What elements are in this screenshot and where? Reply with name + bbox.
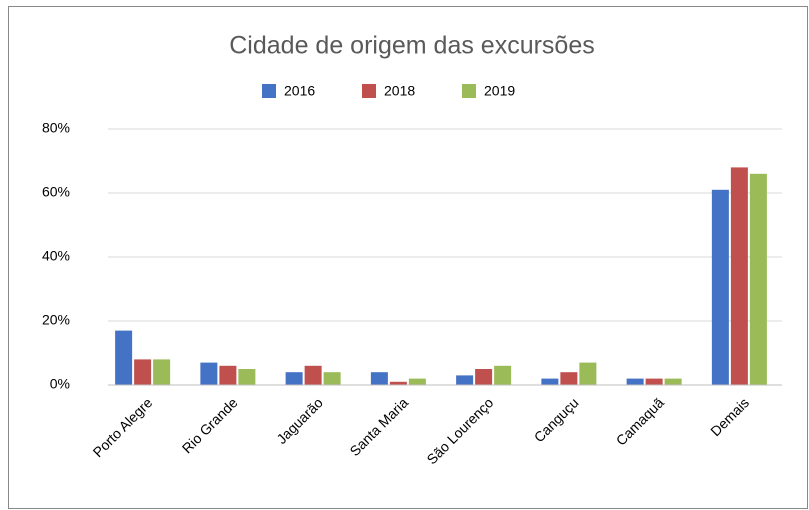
y-tick-label: 40% — [42, 248, 70, 264]
bar — [626, 378, 644, 385]
bar — [749, 173, 767, 385]
y-tick-label: 60% — [42, 184, 70, 200]
bar — [475, 369, 493, 385]
bar — [664, 378, 682, 385]
y-tick-label: 80% — [42, 120, 70, 136]
legend-label: 2019 — [484, 83, 515, 99]
y-tick-label: 0% — [50, 376, 70, 392]
bar — [200, 362, 218, 385]
bar — [323, 372, 341, 385]
bar — [134, 359, 152, 385]
bar — [579, 362, 597, 385]
bar — [238, 369, 256, 385]
bar — [115, 330, 133, 385]
y-tick-label: 20% — [42, 312, 70, 328]
bar — [153, 359, 171, 385]
bar — [730, 167, 748, 385]
bar — [541, 378, 559, 385]
legend-swatch — [262, 84, 276, 98]
legend-label: 2018 — [384, 83, 415, 99]
bar — [494, 365, 512, 385]
bar — [456, 375, 474, 385]
bar — [560, 372, 578, 385]
bar — [304, 365, 322, 385]
bar — [219, 365, 237, 385]
chart-title: Cidade de origem das excursões — [229, 32, 594, 60]
bar — [285, 372, 303, 385]
bar — [408, 378, 426, 385]
bar — [389, 381, 407, 385]
bar — [370, 372, 388, 385]
legend-label: 2016 — [284, 83, 315, 99]
bar — [711, 189, 729, 385]
legend-swatch — [362, 84, 376, 98]
bar — [645, 378, 663, 385]
legend-swatch — [462, 84, 476, 98]
